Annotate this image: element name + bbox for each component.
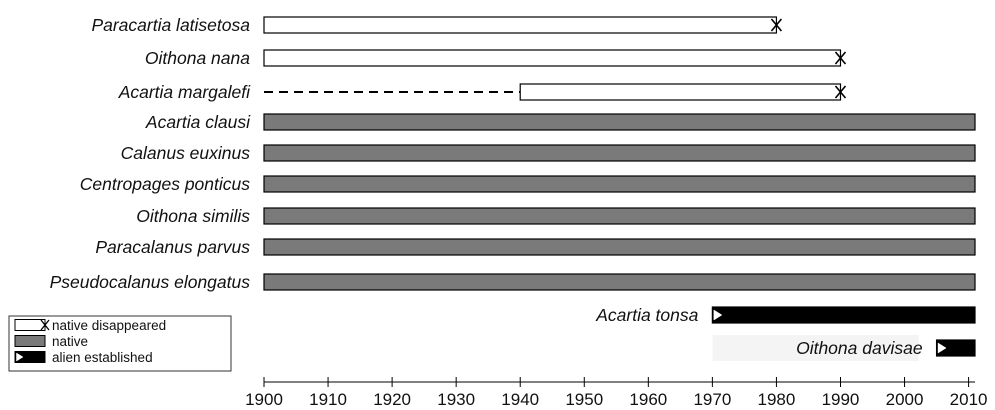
bar-acartia-clausi (263, 113, 976, 131)
species-label-paracartia-latisetosa: Paracartia latisetosa (91, 15, 250, 35)
bar-centropages-ponticus (263, 175, 976, 193)
legend-extinction-icon (40, 319, 50, 331)
bar-oithona-similis (263, 207, 976, 225)
x-tick-label-1990: 1990 (822, 390, 860, 409)
x-tick-label-1960: 1960 (629, 390, 667, 409)
species-label-calanus-euxinus: Calanus euxinus (121, 143, 251, 163)
bar-pseudocalanus-elongatus (263, 273, 976, 291)
extinction-marker-paracartia-latisetosa (770, 18, 783, 32)
species-label-acartia-clausi: Acartia clausi (145, 112, 251, 132)
x-tick-label-2010: 2010 (950, 390, 988, 409)
establishment-marker-acartia-tonsa (713, 309, 723, 321)
bar-acartia-tonsa (711, 306, 976, 324)
species-label-acartia-tonsa: Acartia tonsa (595, 305, 698, 325)
legend-swatch-alien-established (14, 351, 46, 363)
x-tick-label-1910: 1910 (309, 390, 347, 409)
legend-label-alien-established: alien established (52, 350, 153, 365)
label-highlight-oithona-davisae (712, 335, 919, 361)
bar-paracartia-latisetosa (263, 16, 778, 34)
bar-paracalanus-parvus (263, 238, 976, 256)
species-label-oithona-similis: Oithona similis (136, 206, 250, 226)
extinction-marker-oithona-nana (834, 51, 847, 65)
legend-box (8, 315, 232, 372)
x-tick-label-1980: 1980 (758, 390, 796, 409)
species-label-centropages-ponticus: Centropages ponticus (80, 174, 250, 194)
legend-swatch-native (14, 335, 46, 347)
species-label-paracalanus-parvus: Paracalanus parvus (95, 237, 250, 257)
x-tick-label-1930: 1930 (437, 390, 475, 409)
plot-area: Paracartia latisetosa Oithona nana Acartia… (50, 15, 976, 361)
species-label-oithona-nana: Oithona nana (145, 48, 250, 68)
bar-calanus-euxinus (263, 144, 976, 162)
establishment-marker-oithona-davisae (937, 342, 947, 354)
x-axis: 1900 1910 1920 1930 1940 1950 1960 1970 1980 1990… (245, 377, 988, 409)
x-tick-label-1950: 1950 (565, 390, 603, 409)
x-tick-label-1900: 1900 (245, 390, 283, 409)
x-tick-label-1970: 1970 (693, 390, 731, 409)
species-label-pseudocalanus-elongatus: Pseudocalanus elongatus (50, 272, 251, 292)
legend-swatch-native-disappeared (14, 319, 46, 331)
legend-label-native: native (52, 334, 88, 349)
x-tick-label-1920: 1920 (373, 390, 411, 409)
species-label-oithona-davisae: Oithona davisae (796, 338, 923, 358)
x-tick-label-2000: 2000 (886, 390, 924, 409)
extinction-marker-acartia-margalefi (834, 85, 847, 99)
bar-oithona-davisae (935, 339, 976, 357)
species-label-acartia-margalefi: Acartia margalefi (118, 82, 251, 102)
legend-label-native-disappeared: native disappeared (52, 318, 166, 333)
x-tick-label-1940: 1940 (501, 390, 539, 409)
bar-oithona-nana (263, 49, 842, 67)
bar-acartia-margalefi (519, 83, 842, 101)
legend-establishment-icon (16, 352, 24, 362)
